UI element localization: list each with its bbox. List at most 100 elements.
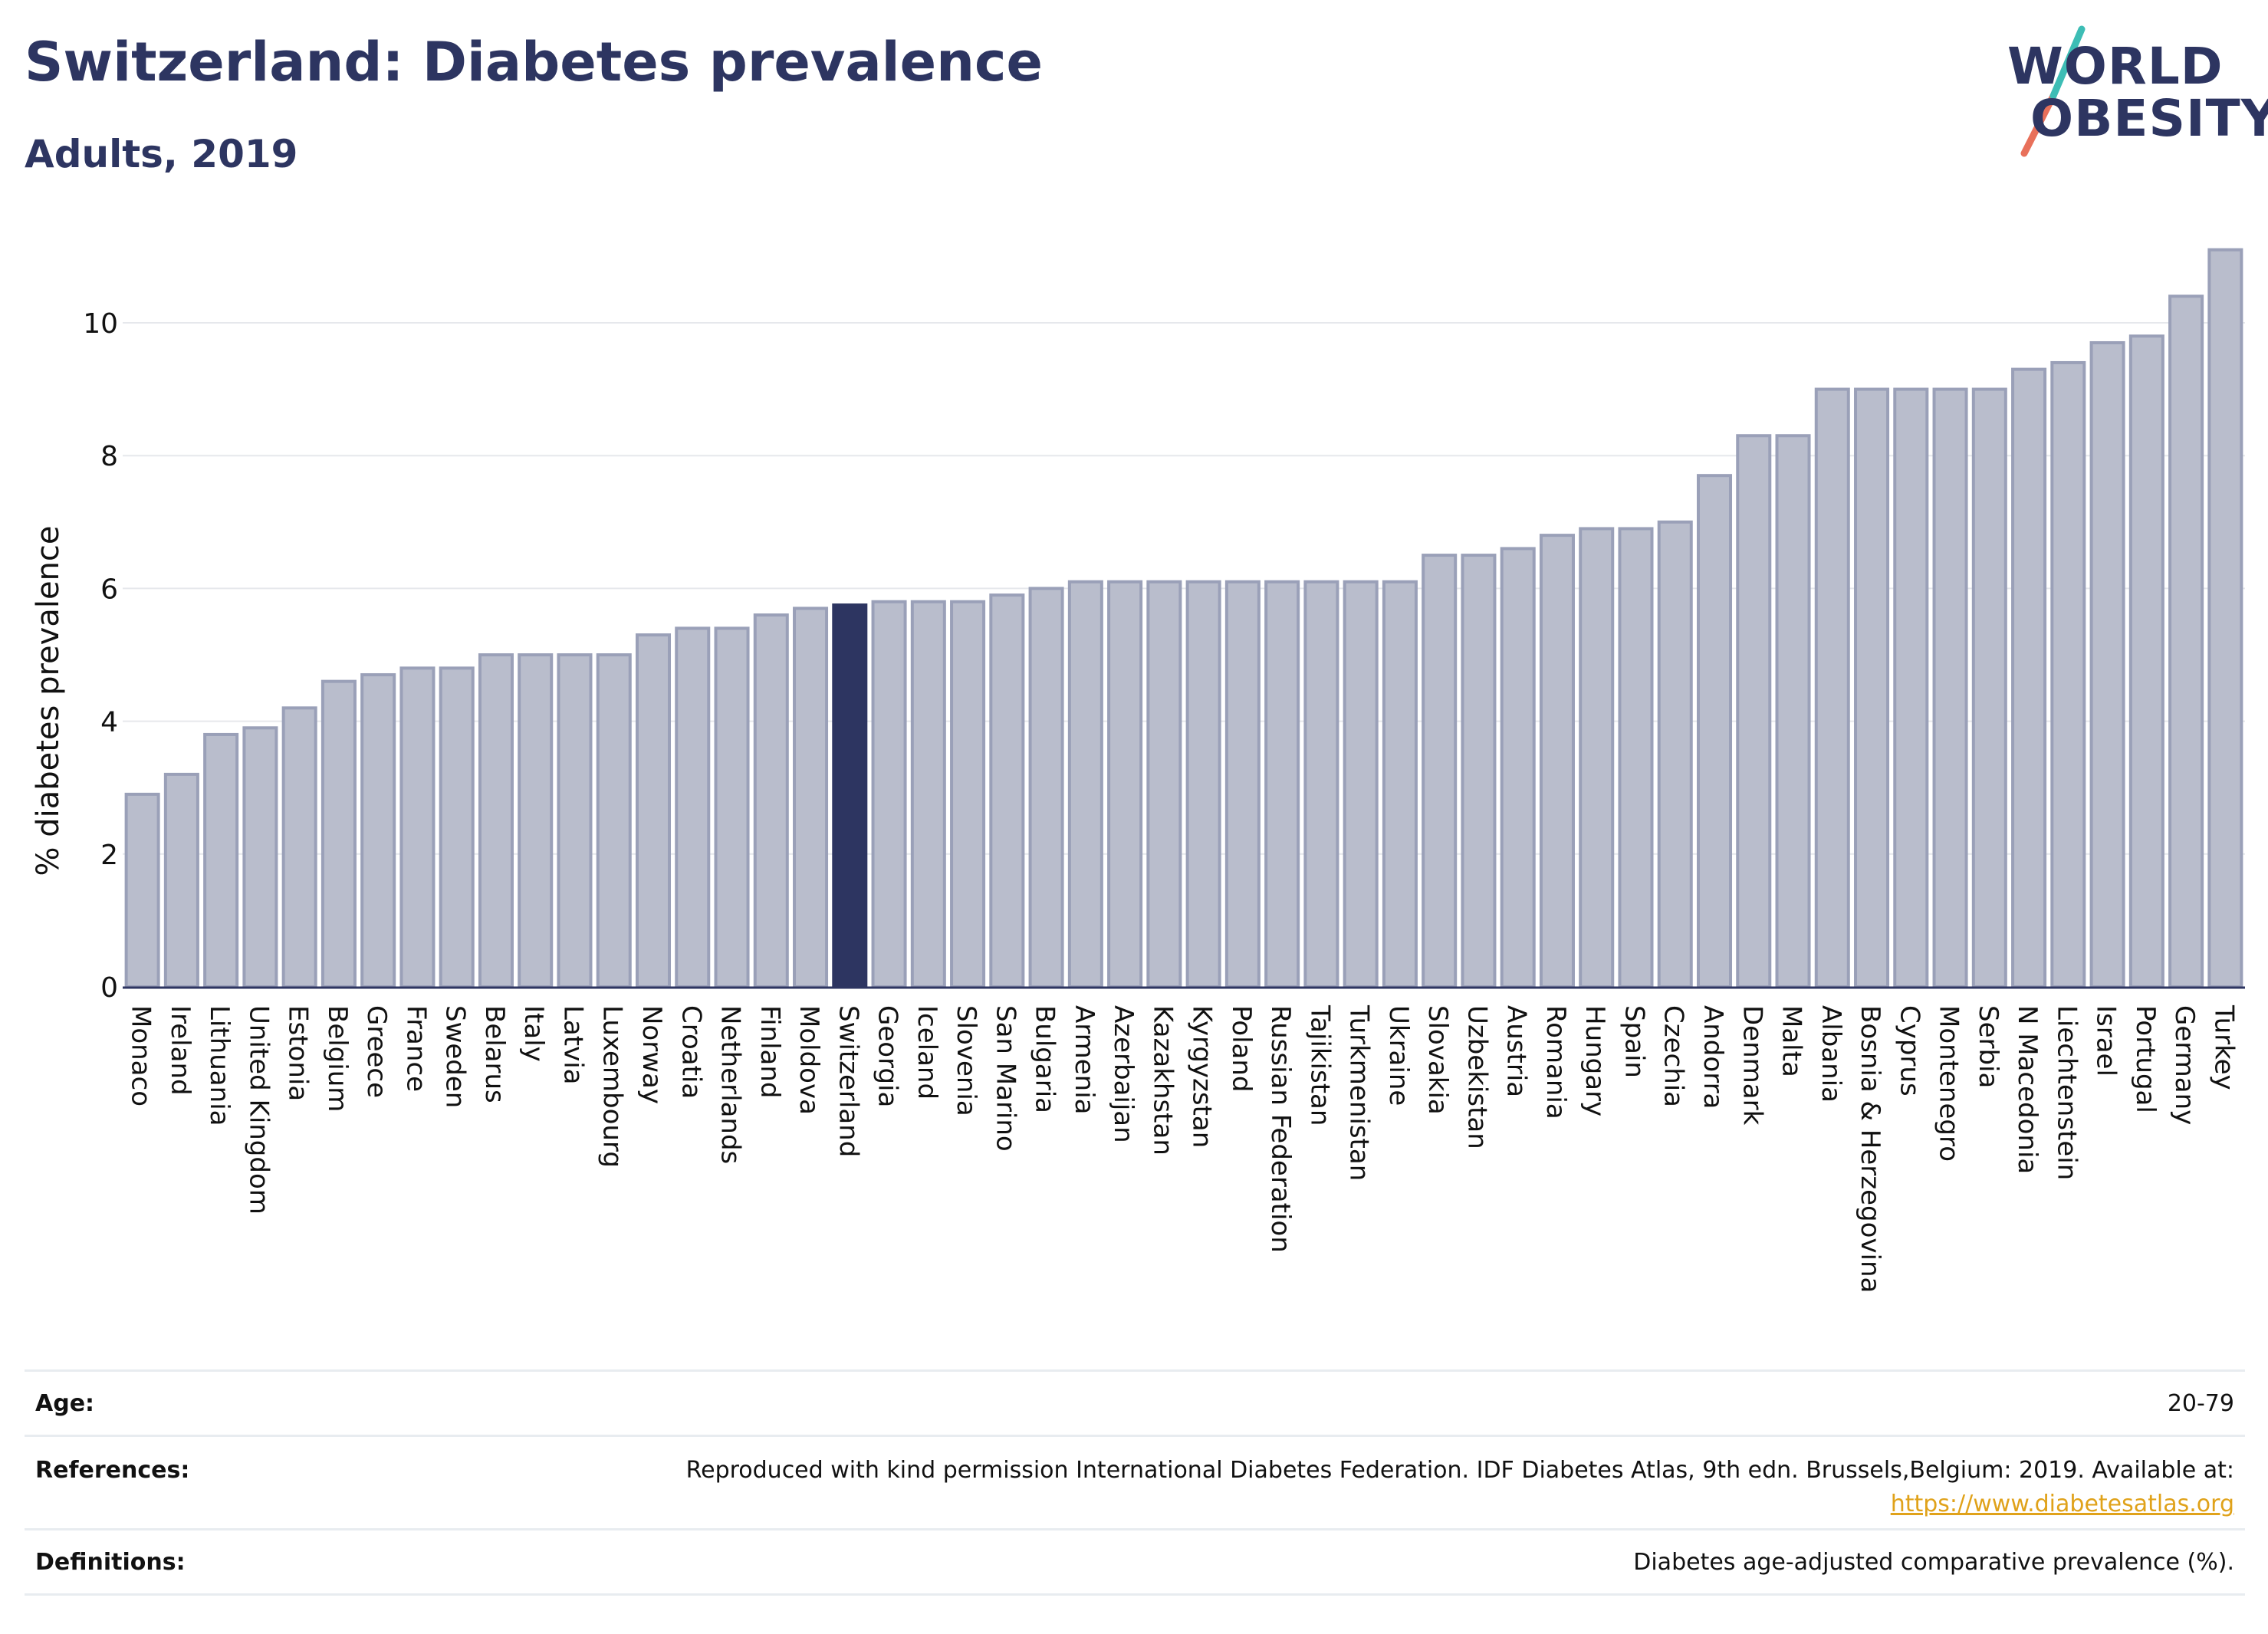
bar-montenegro[interactable] (1932, 387, 1968, 989)
bar-hungary[interactable] (1579, 527, 1615, 988)
x-tick-label: Lithuania (204, 1005, 235, 1126)
bar-azerbaijan[interactable] (1107, 580, 1143, 988)
bar-kazakhstan[interactable] (1146, 580, 1182, 988)
x-tick-label: Ireland (165, 1005, 196, 1096)
bar-estonia[interactable] (281, 706, 317, 989)
bar-georgia[interactable] (871, 600, 907, 988)
age-label: Age: (35, 1390, 95, 1417)
x-tick-label: Israel (2091, 1005, 2122, 1077)
x-tick-label: Serbia (1973, 1005, 2003, 1088)
bar-tajikistan[interactable] (1303, 580, 1339, 988)
x-tick-label: Finland (754, 1005, 785, 1099)
x-tick-label: Liechtenstein (2051, 1005, 2082, 1180)
bar-france[interactable] (399, 666, 436, 988)
bar-turkmenistan[interactable] (1343, 580, 1379, 988)
bar-portugal[interactable] (2128, 334, 2164, 988)
bar-israel[interactable] (2089, 340, 2125, 989)
bar-poland[interactable] (1224, 580, 1261, 988)
bar-romania[interactable] (1539, 534, 1575, 988)
bar-moldova[interactable] (793, 607, 829, 988)
x-tick-label: France (400, 1005, 431, 1092)
bar-croatia[interactable] (675, 626, 711, 988)
bar-bosnia-herzegovina[interactable] (1854, 387, 1890, 989)
bar-liechtenstein[interactable] (2050, 360, 2086, 988)
bar-san-marino[interactable] (989, 593, 1025, 988)
age-value: 20-79 (2167, 1390, 2234, 1417)
x-tick-label: Uzbekistan (1461, 1005, 1492, 1149)
bar-greece[interactable] (360, 672, 396, 988)
x-tick-label: Bulgaria (1030, 1005, 1060, 1113)
bar-uzbekistan[interactable] (1461, 554, 1497, 988)
bar-lithuania[interactable] (203, 732, 239, 988)
bar-iceland[interactable] (910, 600, 946, 988)
x-tick-label: Andorra (1698, 1005, 1728, 1109)
y-axis-title: % diabetes prevalence (31, 525, 66, 876)
y-tick-label: 6 (100, 574, 118, 605)
x-tick-label: Hungary (1579, 1005, 1610, 1116)
bar-cyprus[interactable] (1893, 387, 1929, 989)
bar-czechia[interactable] (1657, 520, 1693, 988)
y-axis-ticks: 0 2 4 6 8 10 (83, 308, 118, 1004)
bar-latvia[interactable] (557, 653, 593, 988)
definitions-label: Definitions: (35, 1549, 186, 1576)
x-tick-label: N Macedonia (2012, 1005, 2043, 1174)
bar-slovenia[interactable] (950, 600, 986, 988)
bar-belarus[interactable] (478, 653, 514, 988)
x-tick-label: Germany (2169, 1005, 2200, 1125)
x-axis-labels: Monaco Ireland Lithuania United Kingdom Esto… (126, 1004, 2240, 1293)
x-tick-label: Croatia (675, 1005, 706, 1099)
bar-denmark[interactable] (1736, 434, 1772, 988)
bar-andorra[interactable] (1696, 474, 1733, 988)
bar-netherlands[interactable] (714, 626, 750, 988)
bar-norway[interactable] (635, 633, 672, 989)
references-value: Reproduced with kind permission Internat… (686, 1454, 2234, 1521)
x-tick-label: Austria (1501, 1005, 1532, 1097)
bar-bulgaria[interactable] (1028, 587, 1064, 988)
bar-finland[interactable] (753, 613, 789, 988)
x-tick-label: Switzerland (833, 1005, 863, 1157)
bar-serbia[interactable] (1971, 387, 2007, 989)
x-tick-label: Estonia (283, 1005, 314, 1101)
bar-albania[interactable] (1814, 387, 1850, 989)
bar-austria[interactable] (1500, 547, 1536, 988)
bar-armenia[interactable] (1067, 580, 1103, 988)
bar-n-macedonia[interactable] (2011, 367, 2047, 988)
x-tick-label: Russian Federation (1265, 1005, 1296, 1253)
x-tick-label: Turkey (2208, 1004, 2239, 1090)
bar-sweden[interactable] (439, 666, 475, 988)
x-tick-label: Spain (1619, 1005, 1649, 1078)
bar-switzerland[interactable] (832, 603, 868, 988)
bar-kyrgyzstan[interactable] (1185, 580, 1221, 988)
bar-spain[interactable] (1618, 527, 1654, 988)
bar-luxembourg[interactable] (596, 653, 632, 988)
info-row-definitions: Definitions: Diabetes age-adjusted compa… (25, 1528, 2245, 1596)
x-tick-label: Poland (1226, 1005, 1257, 1093)
x-tick-label: Norway (636, 1005, 667, 1104)
x-tick-label: Monaco (126, 1005, 156, 1106)
x-tick-label: Portugal (2130, 1005, 2161, 1113)
bars (124, 248, 2243, 989)
bar-chart: 0 2 4 6 8 10 Monaco Ireland Lithuania United Kin… (31, 248, 2245, 1293)
bar-monaco[interactable] (124, 792, 160, 988)
bar-italy[interactable] (518, 653, 554, 988)
world-obesity-logo: WORLD OBESITY (2001, 23, 2268, 161)
bar-germany[interactable] (2168, 294, 2204, 988)
bar-malta[interactable] (1775, 434, 1811, 988)
bar-ukraine[interactable] (1382, 580, 1418, 988)
bar-russian-federation[interactable] (1264, 580, 1300, 988)
references-link[interactable]: https://www.diabetesatlas.org (1890, 1491, 2234, 1517)
bar-united-kingdom[interactable] (242, 726, 278, 988)
logo-text-line1: WORLD (2007, 37, 2224, 96)
x-tick-label: Iceland (912, 1005, 942, 1100)
x-tick-label: Tajikistan (1304, 1004, 1335, 1126)
x-tick-label: Italy (518, 1005, 549, 1062)
y-tick-label: 8 (100, 441, 118, 472)
bar-slovakia[interactable] (1422, 554, 1458, 988)
y-tick-label: 0 (100, 972, 118, 1004)
definitions-value: Diabetes age-adjusted comparative preval… (1633, 1549, 2234, 1576)
bar-turkey[interactable] (2207, 248, 2243, 988)
x-tick-label: Ukraine (1383, 1005, 1414, 1106)
bar-belgium[interactable] (320, 679, 357, 988)
y-tick-label: 2 (100, 840, 118, 871)
bar-ireland[interactable] (163, 772, 199, 988)
